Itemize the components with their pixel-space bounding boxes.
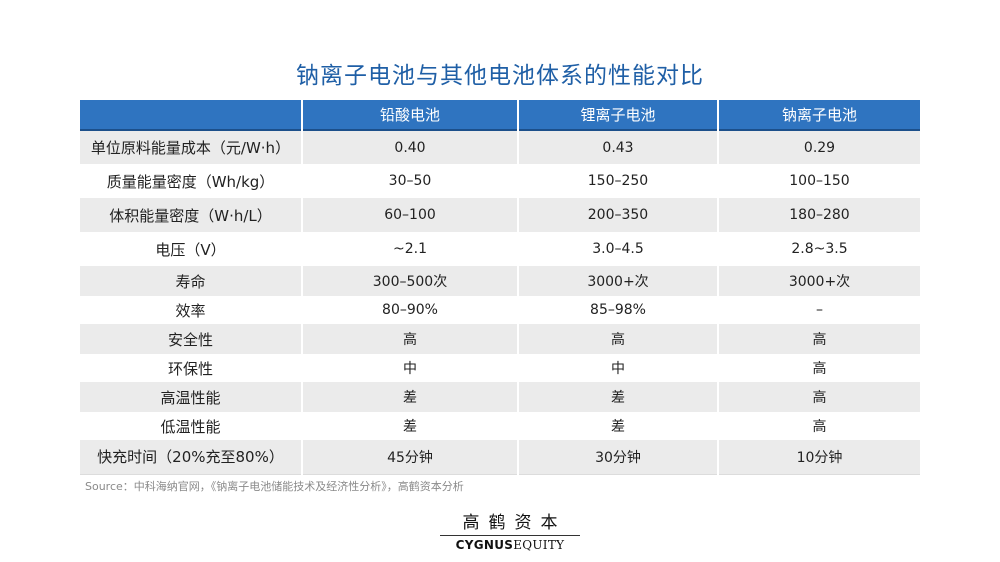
value-cell: 高 <box>717 324 920 354</box>
header-sodium-ion: 钠离子电池 <box>717 100 920 130</box>
table-row: 寿命 300–500次 3000+次 3000+次 <box>80 266 920 296</box>
value-cell: ~2.1 <box>301 232 518 266</box>
value-cell: 60–100 <box>301 198 518 232</box>
value-cell: 85–98% <box>517 296 718 324</box>
value-cell: 差 <box>301 382 518 412</box>
value-cell: 0.29 <box>717 130 920 164</box>
logo-bold-part: CYGNUS <box>455 538 514 552</box>
company-logo: 高鹤资本 CYGNUSEQUITY <box>440 508 580 552</box>
row-label-cell: 质量能量密度（Wh/kg） <box>80 164 302 198</box>
value-cell: 中 <box>517 354 718 382</box>
table-row: 环保性中中高 <box>80 354 920 382</box>
value-cell: 300–500次 <box>301 266 518 296</box>
value-cell: 差 <box>301 412 518 440</box>
table-row: 单位原料能量成本（元/W·h） 0.40 0.43 0.29 <box>80 130 920 164</box>
row-label-cell: 安全性 <box>80 324 302 354</box>
value-cell: 2.8~3.5 <box>717 232 920 266</box>
row-label-cell: 高温性能 <box>80 382 302 412</box>
logo-english-text: CYGNUSEQUITY <box>440 538 580 552</box>
value-cell: 3.0–4.5 <box>517 232 718 266</box>
value-cell: 3000+次 <box>517 266 718 296</box>
table-row: 安全性高高高 <box>80 324 920 354</box>
table-row: 高温性能差差高 <box>80 382 920 412</box>
source-note: Source：中科海纳官网，《钠离子电池储能技术及经济性分析》，高鹤资本分析 <box>85 480 464 493</box>
value-cell: 高 <box>717 354 920 382</box>
value-cell: 高 <box>301 324 518 354</box>
value-cell: 100–150 <box>717 164 920 198</box>
value-cell: 高 <box>717 382 920 412</box>
logo-chinese-text: 高鹤资本 <box>440 508 580 536</box>
value-cell: 200–350 <box>517 198 718 232</box>
row-label-cell: 单位原料能量成本（元/W·h） <box>80 130 302 164</box>
value-cell: 0.43 <box>517 130 718 164</box>
logo-regular-part: EQUITY <box>513 538 565 552</box>
value-cell: 180–280 <box>717 198 920 232</box>
row-label-cell: 电压（V） <box>80 232 302 266</box>
value-cell: 80–90% <box>301 296 518 324</box>
table-row: 效率 80–90% 85–98% – <box>80 296 920 324</box>
page-title: 钠离子电池与其他电池体系的性能对比 <box>296 63 704 89</box>
row-label-cell: 效率 <box>80 296 302 324</box>
row-label-cell: 体积能量密度（W·h/L） <box>80 198 302 232</box>
table-row: 体积能量密度（W·h/L） 60–100 200–350 180–280 <box>80 198 920 232</box>
table-body: 单位原料能量成本（元/W·h） 0.40 0.43 0.29 质量能量密度（Wh/kg）… <box>80 130 920 475</box>
value-cell: 10分钟 <box>717 440 920 475</box>
table-row: 快充时间（20%充至80%） 45分钟 30分钟 10分钟 <box>80 440 920 475</box>
header-row: 铅酸电池 锂离子电池 钠离子电池 <box>80 100 920 130</box>
value-cell: 高 <box>717 412 920 440</box>
value-cell: 高 <box>517 324 718 354</box>
value-cell: 3000+次 <box>717 266 920 296</box>
value-cell: 0.40 <box>301 130 518 164</box>
row-label-cell: 低温性能 <box>80 412 302 440</box>
value-cell: 45分钟 <box>301 440 518 475</box>
table-row: 低温性能差差高 <box>80 412 920 440</box>
table-header: 铅酸电池 锂离子电池 钠离子电池 <box>80 100 920 130</box>
value-cell: – <box>717 296 920 324</box>
value-cell: 150–250 <box>517 164 718 198</box>
table-row: 质量能量密度（Wh/kg） 30–50 150–250 100–150 <box>80 164 920 198</box>
row-label-cell: 寿命 <box>80 266 302 296</box>
row-label-cell: 快充时间（20%充至80%） <box>80 440 302 475</box>
table-row: 电压（V） ~2.1 3.0–4.5 2.8~3.5 <box>80 232 920 266</box>
value-cell: 差 <box>517 412 718 440</box>
header-lithium-ion: 锂离子电池 <box>517 100 718 130</box>
header-empty-cell <box>80 100 302 130</box>
row-label-cell: 环保性 <box>80 354 302 382</box>
header-lead-acid: 铅酸电池 <box>301 100 518 130</box>
comparison-table: 铅酸电池 锂离子电池 钠离子电池 单位原料能量成本（元/W·h） 0.40 0.43… <box>80 100 920 475</box>
value-cell: 中 <box>301 354 518 382</box>
value-cell: 30分钟 <box>517 440 718 475</box>
value-cell: 30–50 <box>301 164 518 198</box>
value-cell: 差 <box>517 382 718 412</box>
